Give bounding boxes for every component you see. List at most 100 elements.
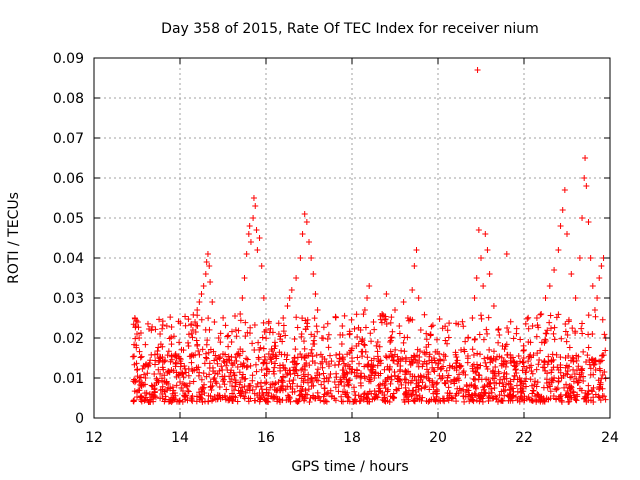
activity-point xyxy=(434,348,441,355)
baseline-point xyxy=(564,367,571,374)
baseline-point xyxy=(157,370,164,377)
baseline-point xyxy=(306,398,313,405)
activity-point xyxy=(217,339,224,346)
baseline-point xyxy=(393,386,400,393)
activity-point xyxy=(311,340,318,347)
activity-point xyxy=(225,332,232,339)
baseline-point xyxy=(252,397,259,404)
activity-point xyxy=(542,330,549,337)
data-point xyxy=(260,295,267,301)
baseline-point xyxy=(223,356,230,363)
activity-point xyxy=(564,332,571,339)
baseline-point xyxy=(217,396,224,403)
baseline-point xyxy=(487,394,494,401)
baseline-point xyxy=(264,366,271,373)
activity-point xyxy=(305,352,312,359)
baseline-point xyxy=(425,375,432,382)
baseline-point xyxy=(599,372,606,379)
activity-point xyxy=(259,334,266,341)
activity-point xyxy=(232,354,239,361)
baseline-point xyxy=(415,386,422,393)
baseline-point xyxy=(390,390,397,397)
data-point xyxy=(349,355,355,361)
activity-point xyxy=(165,348,172,355)
activity-point xyxy=(471,336,478,343)
activity-point xyxy=(579,320,586,327)
baseline-point xyxy=(176,397,183,404)
activity-point xyxy=(267,325,274,332)
data-point xyxy=(314,307,321,313)
data-point xyxy=(366,283,373,289)
activity-point xyxy=(338,340,345,347)
baseline-point xyxy=(354,372,361,379)
baseline-point xyxy=(397,356,404,363)
baseline-point xyxy=(186,353,193,360)
activity-point xyxy=(563,338,570,345)
baseline-point xyxy=(244,363,251,370)
baseline-point xyxy=(445,384,452,391)
baseline-point xyxy=(292,366,299,373)
baseline-point xyxy=(417,376,424,383)
baseline-point xyxy=(268,393,275,400)
baseline-point xyxy=(499,397,506,404)
baseline-point xyxy=(595,377,602,384)
activity-point xyxy=(376,343,383,350)
baseline-point xyxy=(291,370,298,377)
baseline-point xyxy=(453,360,460,367)
activity-point xyxy=(517,336,524,343)
baseline-point xyxy=(507,397,514,404)
activity-point xyxy=(562,328,569,335)
activity-point xyxy=(400,339,407,346)
baseline-point xyxy=(308,375,315,382)
baseline-point xyxy=(410,397,417,404)
data-point xyxy=(594,295,601,301)
baseline-point xyxy=(244,386,251,393)
activity-point xyxy=(163,322,170,329)
activity-point xyxy=(548,357,555,364)
activity-point xyxy=(348,316,355,323)
baseline-point xyxy=(232,377,239,384)
baseline-point xyxy=(321,385,328,392)
activity-point xyxy=(520,355,527,362)
activity-point xyxy=(570,355,577,362)
baseline-point xyxy=(179,398,186,405)
baseline-point xyxy=(131,353,138,360)
baseline-point xyxy=(584,352,591,359)
data-point xyxy=(482,231,489,237)
baseline-point xyxy=(182,392,189,399)
baseline-point xyxy=(355,392,362,399)
activity-point xyxy=(480,336,487,343)
baseline-point xyxy=(490,395,497,402)
activity-point xyxy=(377,316,384,323)
baseline-point xyxy=(158,375,165,382)
data-point xyxy=(392,307,398,313)
baseline-point xyxy=(236,381,243,388)
baseline-point xyxy=(293,360,300,367)
baseline-point xyxy=(433,380,440,387)
baseline-point xyxy=(183,369,190,376)
baseline-point xyxy=(454,375,461,382)
baseline-point xyxy=(579,367,586,374)
activity-point xyxy=(314,328,321,335)
activity-point xyxy=(193,337,200,344)
baseline-point xyxy=(354,354,361,361)
activity-point xyxy=(429,322,436,329)
baseline-point xyxy=(301,373,308,380)
baseline-point xyxy=(411,353,418,360)
activity-point xyxy=(266,329,273,336)
data-point xyxy=(246,223,253,229)
data-point xyxy=(404,315,411,321)
baseline-point xyxy=(167,385,174,392)
data-point xyxy=(447,379,454,385)
data-point xyxy=(202,271,209,277)
activity-point xyxy=(194,322,201,329)
baseline-point xyxy=(206,360,213,367)
activity-point xyxy=(185,316,192,323)
baseline-point xyxy=(563,362,570,369)
data-point xyxy=(177,379,183,385)
activity-point xyxy=(279,338,286,345)
x-tick-label: 16 xyxy=(257,430,275,446)
baseline-point xyxy=(285,393,292,400)
baseline-point xyxy=(513,382,520,389)
baseline-point xyxy=(317,360,324,367)
